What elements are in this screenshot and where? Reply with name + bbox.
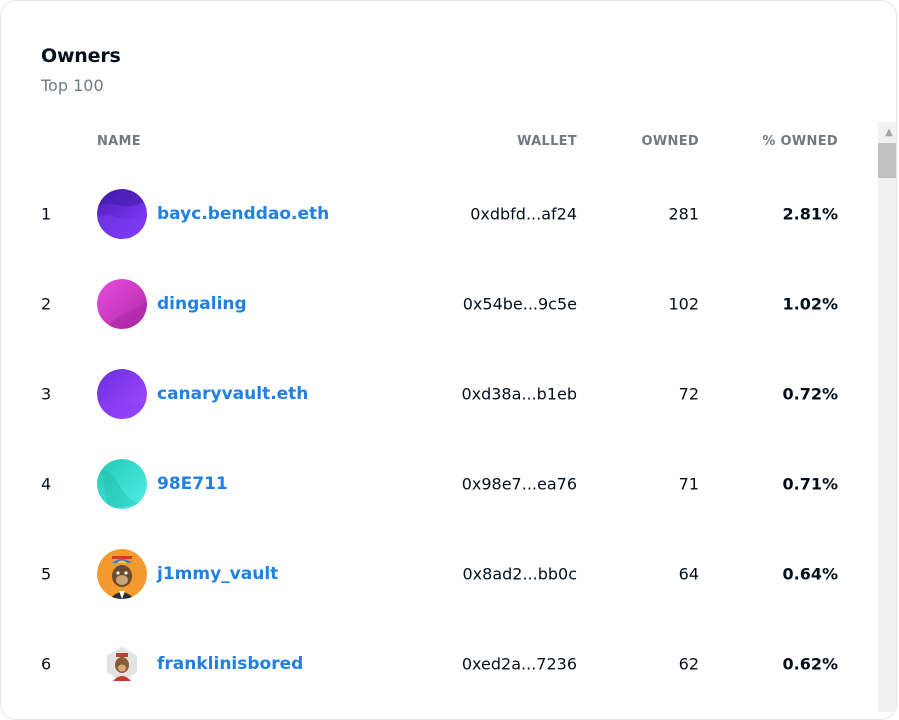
wallet-address[interactable]: 0x54be...9c5e [462, 294, 577, 314]
header-owned: OWNED [641, 134, 699, 149]
card-title: Owners [41, 45, 121, 67]
owned-count: 102 [668, 294, 699, 314]
rank-number: 1 [41, 204, 52, 224]
gradient-violet-icon [97, 369, 147, 419]
pct-owned: 0.62% [782, 654, 838, 674]
gradient-magenta-icon [97, 279, 147, 329]
header-name: NAME [97, 134, 141, 149]
owned-count: 64 [678, 564, 699, 584]
rank-number: 2 [41, 294, 52, 314]
owner-name-link[interactable]: 98E711 [157, 474, 228, 494]
table-row[interactable]: 6 franklinisbored 0xed2a...7236 62 0.62% [1, 619, 878, 709]
table-header: NAME WALLET OWNED % OWNED [1, 122, 878, 162]
wallet-address[interactable]: 0x8ad2...bb0c [462, 564, 577, 584]
wallet-address[interactable]: 0xd38a...b1eb [461, 384, 577, 404]
card-subtitle: Top 100 [41, 76, 104, 95]
header-wallet: WALLET [517, 134, 577, 149]
wallet-address[interactable]: 0x98e7...ea76 [461, 474, 577, 494]
owner-name-link[interactable]: canaryvault.eth [157, 384, 309, 404]
pct-owned: 1.02% [782, 294, 838, 314]
pct-owned: 0.72% [782, 384, 838, 404]
owner-avatar[interactable] [97, 549, 147, 599]
ape-orange-portrait-icon [97, 549, 147, 599]
table-row[interactable]: 3 canaryvault.eth 0xd38a...b1eb 72 0.72% [1, 349, 878, 439]
owner-avatar[interactable] [97, 279, 147, 329]
owners-table[interactable]: NAME WALLET OWNED % OWNED 1 [1, 122, 878, 719]
owner-name-link[interactable]: dingaling [157, 294, 247, 314]
pct-owned: 0.64% [782, 564, 838, 584]
header-pct-owned: % OWNED [762, 134, 838, 149]
rank-number: 3 [41, 384, 52, 404]
table-row[interactable]: 4 98E711 0x98e7...ea76 71 0.71% [1, 439, 878, 529]
owned-count: 71 [678, 474, 699, 494]
owned-count: 281 [668, 204, 699, 224]
owner-avatar[interactable] [97, 369, 147, 419]
scrollbar-thumb[interactable] [878, 143, 896, 178]
rank-number: 4 [41, 474, 52, 494]
owner-avatar[interactable] [97, 639, 147, 689]
ape-hexagon-portrait-icon [107, 647, 137, 681]
owner-name-link[interactable]: franklinisbored [157, 654, 304, 674]
table-row[interactable]: 2 dingaling 0x54be...9c5e 102 1.02% [1, 259, 878, 349]
pct-owned: 2.81% [782, 204, 838, 224]
table-row[interactable]: 1 bayc.benddao.eth 0xdbfd...af24 281 [1, 169, 878, 259]
scroll-up-arrow-icon[interactable]: ▲ [885, 126, 893, 138]
wallet-address[interactable]: 0xed2a...7236 [461, 654, 577, 674]
gradient-purple-wave-icon [97, 189, 147, 239]
wallet-address[interactable]: 0xdbfd...af24 [470, 204, 577, 224]
owned-count: 62 [678, 654, 699, 674]
owned-count: 72 [678, 384, 699, 404]
rank-number: 6 [41, 654, 52, 674]
owner-name-link[interactable]: j1mmy_vault [157, 564, 279, 584]
owner-avatar[interactable] [97, 189, 147, 239]
vertical-scrollbar[interactable]: ▲ [878, 122, 896, 712]
pct-owned: 0.71% [782, 474, 838, 494]
rank-number: 5 [41, 564, 52, 584]
owner-name-link[interactable]: bayc.benddao.eth [157, 204, 330, 224]
owner-avatar[interactable] [97, 459, 147, 509]
gradient-teal-icon [97, 459, 147, 509]
table-row[interactable]: 5 j1mmy_vault [1, 529, 878, 619]
